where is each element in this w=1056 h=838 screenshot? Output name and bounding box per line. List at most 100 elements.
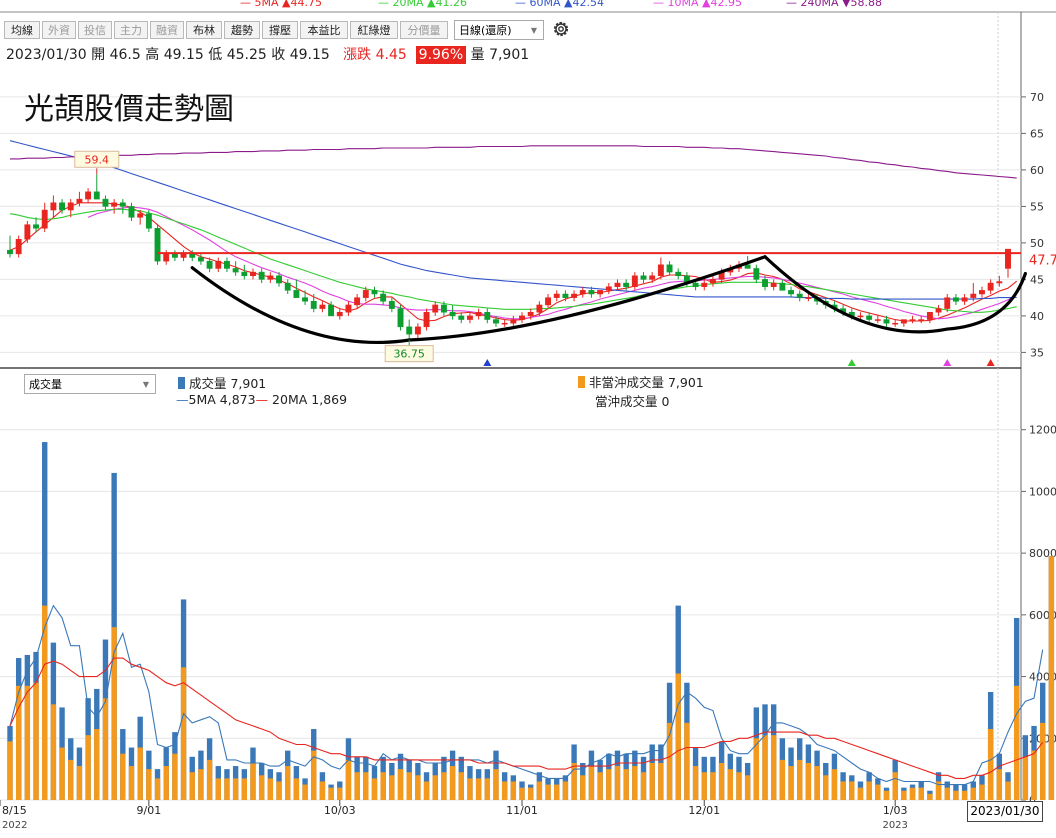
support-resistance-button[interactable]: 撐壓: [262, 21, 298, 39]
period-select[interactable]: 日線(還原) ▼: [454, 20, 544, 40]
candle-up: [545, 297, 551, 306]
main-force-button[interactable]: 主力: [114, 21, 148, 39]
candle-down: [59, 202, 66, 211]
volume-bar-nonday: [770, 735, 777, 800]
volume-bar-nonday: [68, 759, 74, 800]
volume-bar-nonday: [389, 775, 395, 800]
trend-button[interactable]: 趨勢: [224, 21, 260, 39]
volume-bar-nonday: [1005, 781, 1011, 800]
indicator-select[interactable]: 成交量 ▼: [24, 374, 156, 394]
volume-bar-nonday: [241, 778, 248, 800]
volume-bar-nonday: [354, 772, 360, 800]
volume-bar-nonday: [614, 766, 621, 800]
volume-bar-nonday: [232, 778, 239, 800]
candle-down: [302, 297, 309, 302]
candle-up: [918, 319, 925, 321]
quote-close: 49.15: [289, 47, 330, 63]
candle-down: [449, 312, 456, 317]
candle-up: [571, 293, 578, 298]
volume-legend: 成交量 7,901: [178, 373, 266, 392]
last-price-label: 47.7: [1029, 254, 1056, 269]
candle-down: [458, 315, 465, 320]
bollinger-button[interactable]: 布林: [186, 21, 222, 39]
volume-bar-nonday: [380, 772, 386, 800]
volume-bar-nonday: [762, 735, 768, 800]
candle-up: [432, 304, 439, 313]
low-marker-label: 36.75: [393, 348, 425, 361]
volume-bar-nonday: [198, 769, 204, 800]
traffic-light-button[interactable]: 紅綠燈: [350, 21, 398, 39]
volume-bar-nonday: [927, 793, 933, 800]
settings-gear-icon[interactable]: [551, 19, 571, 39]
candle-down: [171, 253, 178, 258]
candle-up: [137, 213, 144, 218]
volume-bar-nonday: [666, 722, 673, 800]
volume-bar-nonday: [1013, 685, 1020, 800]
pe-ratio-button[interactable]: 本益比: [300, 21, 348, 39]
volume-bar-nonday: [814, 766, 820, 800]
date-tick-label: 9/01: [137, 804, 162, 817]
volume-bar-nonday: [892, 772, 898, 800]
volume-bar-nonday: [727, 769, 733, 800]
candle-up: [970, 293, 977, 298]
year-label: 2023: [882, 820, 907, 831]
volume-bar-nonday: [554, 784, 560, 800]
price-tick-label: 35: [1030, 346, 1044, 359]
candle-up: [979, 290, 985, 295]
volume-bar-nonday: [293, 778, 300, 800]
candle-down: [640, 275, 647, 280]
quote-low: 45.25: [226, 47, 267, 63]
candle-down: [692, 282, 699, 287]
ma-toggle-button[interactable]: 均線: [4, 21, 40, 39]
volume-bar-nonday: [484, 778, 490, 800]
candle-down: [406, 326, 413, 335]
volume-bar-nonday: [406, 772, 412, 800]
candle-up: [423, 312, 430, 328]
candle-down: [276, 275, 282, 284]
volume-bar-nonday: [909, 787, 916, 800]
candle-up: [336, 312, 343, 317]
foreign-investor-button[interactable]: 外資: [42, 21, 76, 39]
volume-bar-nonday: [467, 778, 473, 800]
volume-profile-button[interactable]: 分價量: [400, 21, 448, 39]
volume-bar-nonday: [432, 775, 438, 800]
volume-bar-nonday: [7, 741, 13, 800]
volume-bar-nonday: [944, 787, 950, 800]
candle-down: [328, 304, 335, 317]
candle-up: [362, 290, 369, 298]
candle-down: [762, 279, 768, 287]
volume-bar-nonday: [423, 781, 430, 800]
legend-vol-5ma: 5MA 4,873: [188, 392, 256, 407]
margin-button[interactable]: 融資: [150, 21, 184, 39]
ma-legend: — 5MA ▲44.75 — 20MA ▲41.26 — 60MA ▲42.54…: [0, 0, 1056, 10]
candle-up: [553, 293, 560, 298]
volume-bar-nonday: [180, 667, 187, 800]
candle-up: [85, 191, 92, 200]
legend-vol-20ma: 20MA 1,869: [272, 392, 348, 407]
volume-bar-nonday: [441, 772, 447, 800]
candle-up: [180, 253, 187, 258]
candle-down: [562, 293, 569, 298]
candle-up: [501, 322, 508, 325]
signal-triangle: [483, 359, 492, 366]
quote-high: 49.15: [163, 47, 204, 63]
volume-bar-nonday: [710, 772, 716, 800]
candle-up: [987, 282, 994, 291]
investment-trust-button[interactable]: 投信: [78, 21, 112, 39]
candle-up: [996, 281, 1003, 284]
candle-up: [900, 319, 907, 324]
signal-triangle: [943, 359, 952, 366]
candle-up: [579, 290, 586, 295]
candle-up: [805, 297, 812, 299]
volume-bar-nonday: [458, 772, 464, 800]
volume-bar-nonday: [753, 738, 760, 800]
legend-5ma: — 5MA ▲44.75: [240, 0, 322, 9]
candle-down: [796, 293, 803, 298]
volume-bar-nonday: [345, 759, 352, 800]
volume-bar-nonday: [718, 762, 725, 800]
date-tick-label: 11/01: [506, 804, 538, 817]
price-tick-label: 65: [1030, 127, 1044, 140]
candle-up: [475, 312, 482, 317]
volume-bar-nonday: [684, 722, 690, 800]
candle-up: [345, 304, 352, 313]
